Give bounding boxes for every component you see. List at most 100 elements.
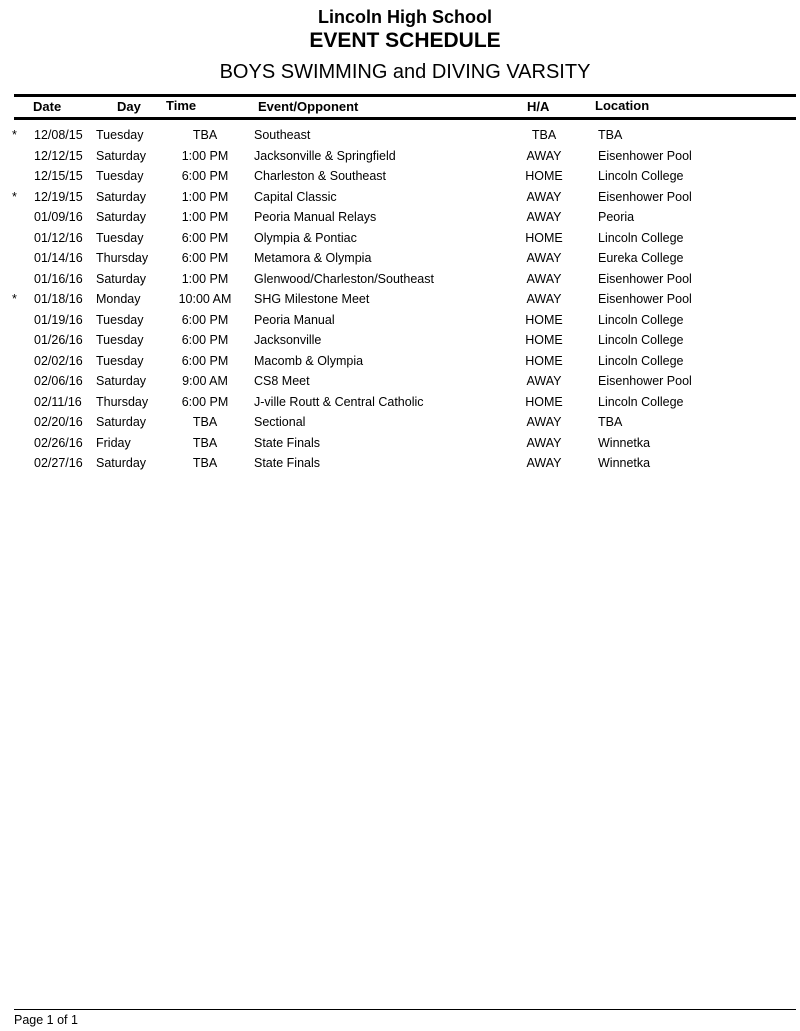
footer-rule — [14, 1009, 796, 1010]
location-cell: Lincoln College — [598, 312, 684, 327]
column-header-day: Day — [117, 99, 141, 114]
day-cell: Saturday — [96, 271, 147, 286]
event-cell: Jacksonville — [254, 333, 322, 347]
day-cell: Tuesday — [96, 230, 144, 245]
day-cell: Tuesday — [96, 333, 144, 347]
table-row: 02/27/16 Saturday TBA State Finals AWAY Winne… — [0, 456, 800, 476]
day-cell: Saturday — [96, 210, 147, 224]
home-away-cell: AWAY — [526, 456, 562, 470]
time-cell: 6:00 PM — [181, 312, 229, 327]
date-cell: 02/11/16 — [34, 394, 82, 409]
day-cell: Saturday — [96, 189, 147, 204]
date-cell: 02/20/16 — [34, 415, 83, 429]
date-cell: 12/15/15 — [34, 169, 83, 183]
date-cell: 12/12/15 — [34, 148, 83, 163]
time-cell: 6:00 PM — [181, 394, 229, 409]
event-cell: Glenwood/Charleston/Southeast — [254, 271, 434, 286]
day-cell: Tuesday — [96, 169, 144, 183]
time-cell: TBA — [192, 415, 218, 429]
location-cell: Eisenhower Pool — [598, 189, 692, 204]
event-cell: State Finals — [254, 456, 321, 470]
time-cell: TBA — [192, 128, 218, 142]
date-cell: 02/27/16 — [34, 456, 83, 470]
location-cell: Eureka College — [598, 251, 684, 265]
home-away-cell: AWAY — [526, 292, 562, 306]
date-cell: 01/16/16 — [34, 271, 83, 286]
table-row: 12/12/15 Saturday 1:00 PM Jacksonville & Sp… — [0, 149, 800, 169]
home-away-cell: TBA — [531, 128, 557, 142]
table-row: 01/19/16 Tuesday 6:00 PM Peoria Manual HOME L… — [0, 313, 800, 333]
date-cell: 01/09/16 — [34, 210, 83, 224]
home-away-cell: AWAY — [526, 374, 562, 388]
home-away-cell: HOME — [525, 394, 563, 409]
column-header-time: Time — [166, 98, 197, 113]
home-away-cell: AWAY — [526, 435, 562, 450]
table-row: * 01/18/16 Monday 10:00 AM SHG Milestone Mee… — [0, 292, 800, 312]
column-header-location: Location — [595, 98, 650, 113]
date-cell: 12/19/15 — [34, 189, 83, 204]
location-cell: Lincoln College — [598, 230, 684, 245]
home-away-cell: HOME — [525, 353, 563, 368]
home-away-cell: HOME — [525, 169, 563, 183]
time-cell: 6:00 PM — [181, 251, 229, 265]
day-cell: Saturday — [96, 148, 147, 163]
table-row: 01/09/16 Saturday 1:00 PM Peoria Manual Rel… — [0, 210, 800, 230]
date-cell: 01/26/16 — [34, 333, 83, 347]
time-cell: 9:00 AM — [182, 374, 228, 388]
column-header-date: Date — [33, 99, 62, 114]
mark-cell: * — [12, 189, 17, 204]
event-cell: Southeast — [254, 128, 311, 142]
header-top-rule — [14, 94, 796, 97]
day-cell: Tuesday — [96, 353, 144, 368]
day-cell: Tuesday — [96, 128, 144, 142]
day-cell: Saturday — [96, 415, 147, 429]
day-cell: Thursday — [96, 394, 149, 409]
event-cell: Macomb & Olympia — [254, 353, 364, 368]
day-cell: Saturday — [96, 456, 147, 470]
location-cell: Eisenhower Pool — [598, 271, 692, 286]
table-row: * 12/19/15 Saturday 1:00 PM Capital Classic A… — [0, 190, 800, 210]
location-cell: Lincoln College — [598, 169, 684, 183]
date-cell: 02/02/16 — [34, 353, 83, 368]
location-cell: Lincoln College — [598, 333, 684, 347]
location-cell: Winnetka — [598, 456, 651, 470]
location-cell: TBA — [598, 415, 623, 429]
location-cell: Lincoln College — [598, 394, 684, 409]
time-cell: 6:00 PM — [181, 353, 229, 368]
day-cell: Thursday — [96, 251, 149, 265]
event-cell: State Finals — [254, 435, 321, 450]
table-row: 12/15/15 Tuesday 6:00 PM Charleston & South… — [0, 169, 800, 189]
column-header-event: Event/Opponent — [258, 99, 359, 114]
table-row: 01/16/16 Saturday 1:00 PM Glenwood/Charlest… — [0, 272, 800, 292]
date-cell: 02/26/16 — [34, 435, 83, 450]
event-cell: Olympia & Pontiac — [254, 230, 357, 245]
day-cell: Tuesday — [96, 312, 144, 327]
date-cell: 12/08/15 — [34, 128, 83, 142]
event-cell: Sectional — [254, 415, 306, 429]
location-cell: Eisenhower Pool — [598, 374, 692, 388]
home-away-cell: AWAY — [526, 189, 562, 204]
table-row: 01/26/16 Tuesday 6:00 PM Jacksonville HOME Li… — [0, 333, 800, 353]
table-row: 02/02/16 Tuesday 6:00 PM Macomb & Olympia HO… — [0, 354, 800, 374]
table-row: 02/11/16 Thursday 6:00 PM J-ville Routt & C… — [0, 395, 800, 415]
time-cell: 6:00 PM — [181, 333, 229, 347]
day-cell: Saturday — [96, 374, 147, 388]
home-away-cell: AWAY — [526, 251, 562, 265]
event-cell: Peoria Manual — [254, 312, 335, 327]
event-cell: SHG Milestone Meet — [254, 292, 370, 306]
header-bottom-rule — [14, 117, 796, 120]
date-cell: 01/18/16 — [34, 292, 83, 306]
table-row: 01/12/16 Tuesday 6:00 PM Olympia & Pontiac H… — [0, 231, 800, 251]
time-cell: 1:00 PM — [181, 148, 229, 163]
date-cell: 02/06/16 — [34, 374, 83, 388]
table-row: 02/26/16 Friday TBA State Finals AWAY Winnetk… — [0, 436, 800, 456]
time-cell: 6:00 PM — [181, 230, 229, 245]
event-cell: CS8 Meet — [254, 374, 310, 388]
mark-cell: * — [12, 292, 17, 306]
location-cell: TBA — [598, 128, 623, 142]
date-cell: 01/19/16 — [34, 312, 83, 327]
day-cell: Monday — [96, 292, 141, 306]
home-away-cell: AWAY — [526, 210, 562, 224]
location-cell: Lincoln College — [598, 353, 684, 368]
location-cell: Eisenhower Pool — [598, 292, 692, 306]
